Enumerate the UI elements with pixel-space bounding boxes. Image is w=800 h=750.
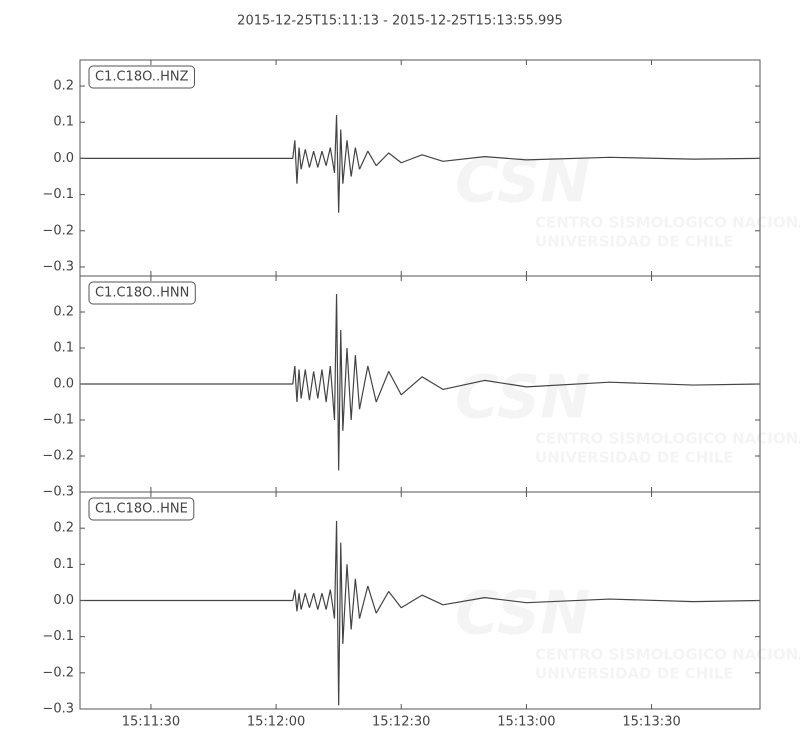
watermark-logo: CSN: [455, 579, 590, 649]
y-tick-label: −0.3: [42, 485, 74, 500]
chart-title: 2015-12-25T15:11:13 - 2015-12-25T15:13:5…: [237, 14, 563, 29]
trace-label-box: [88, 65, 195, 89]
y-tick-label: 0.0: [53, 151, 74, 166]
y-tick-label: −0.1: [42, 187, 74, 202]
watermark-text: CENTRO SISMOLOGICO NACIONAL: [535, 646, 800, 664]
x-tick-label: 15:12:00: [247, 715, 305, 730]
y-tick-label: −0.1: [42, 629, 74, 644]
watermark-text: CENTRO SISMOLOGICO NACIONAL: [535, 430, 800, 448]
watermark-text: UNIVERSIDAD DE CHILE: [535, 449, 734, 467]
trace-label: C1.C18O..HNN: [95, 286, 189, 301]
y-tick-label: −0.3: [42, 259, 74, 274]
y-tick-label: 0.1: [53, 341, 74, 356]
watermark-logo: CSN: [455, 363, 590, 433]
y-tick-label: 0.1: [53, 557, 74, 572]
y-tick-label: −0.2: [42, 665, 74, 680]
y-tick-label: 0.2: [53, 305, 74, 320]
x-tick-label: 15:12:30: [372, 715, 430, 730]
y-tick-label: 0.2: [53, 521, 74, 536]
trace-label-box: [88, 281, 196, 305]
x-tick-label: 15:13:00: [497, 715, 555, 730]
watermark-text: UNIVERSIDAD DE CHILE: [535, 665, 734, 683]
y-tick-label: 0.1: [53, 115, 74, 130]
trace-label: C1.C18O..HNE: [95, 502, 188, 517]
trace: [80, 520, 761, 706]
y-tick-label: −0.1: [42, 413, 74, 428]
trace: [80, 293, 761, 471]
y-tick-label: 0.0: [53, 377, 74, 392]
y-tick-label: −0.2: [42, 449, 74, 464]
trace-label-box: [88, 497, 195, 521]
x-tick-label: 15:13:30: [622, 715, 680, 730]
y-tick-label: 0.0: [53, 593, 74, 608]
watermark-text: CENTRO SISMOLOGICO NACIONAL: [535, 214, 800, 232]
trace: [80, 114, 761, 213]
trace-label: C1.C18O..HNZ: [95, 70, 189, 85]
y-tick-label: −0.2: [42, 223, 74, 238]
x-tick-label: 15:11:30: [122, 715, 180, 730]
watermark-text: UNIVERSIDAD DE CHILE: [535, 233, 734, 251]
y-tick-label: 0.2: [53, 79, 74, 94]
y-tick-label: −0.3: [42, 702, 74, 717]
